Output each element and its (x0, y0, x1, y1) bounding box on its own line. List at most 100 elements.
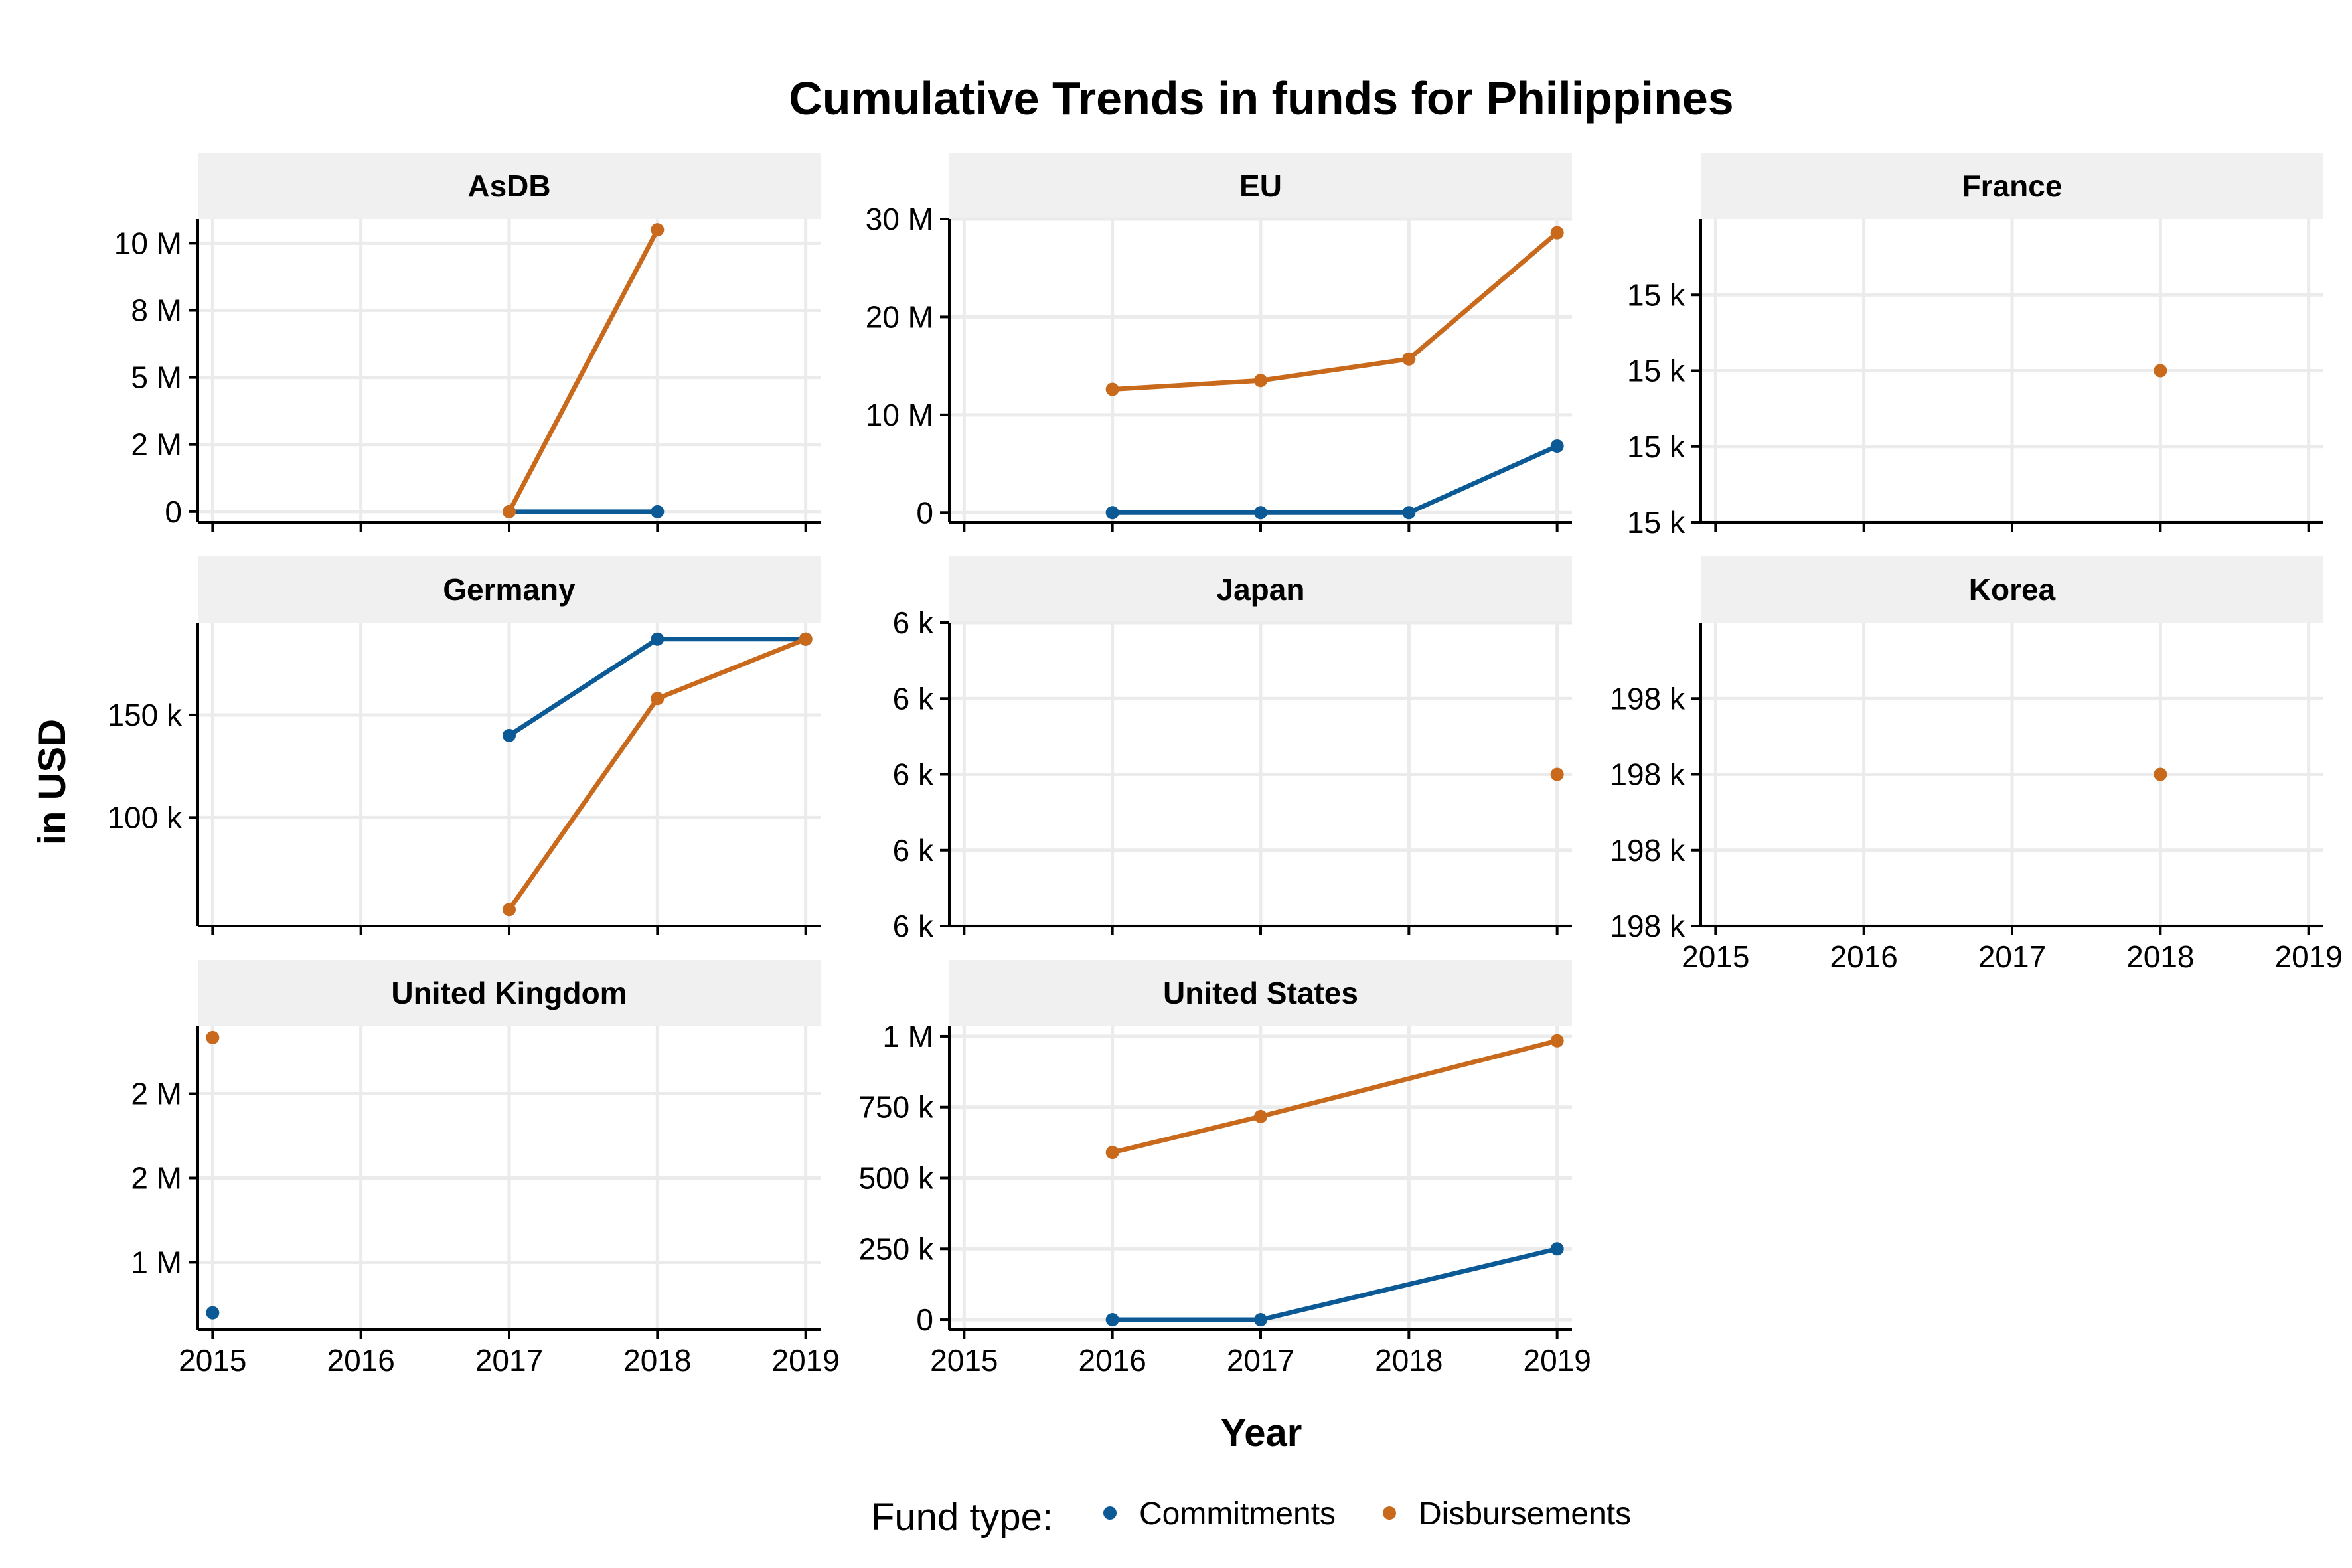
y-tick-label: 100 k (107, 800, 183, 834)
data-point-disbursements (1550, 1034, 1564, 1048)
y-tick-label: 198 k (1610, 833, 1686, 868)
panel-strip (949, 960, 1572, 1026)
panel-title: France (1962, 169, 2063, 203)
y-tick-label: 1 M (882, 1019, 933, 1054)
x-tick-label: 2019 (1523, 1343, 1591, 1377)
y-tick-label: 2 M (131, 1077, 182, 1111)
data-point-disbursements (503, 505, 516, 518)
x-tick-label: 2015 (179, 1343, 246, 1377)
y-tick-label: 2 M (131, 1161, 182, 1196)
panel-france: France 15 k 15 k 15 k 15 k (1627, 153, 2323, 540)
panel-title: United States (1163, 976, 1358, 1010)
x-tick-label: 2017 (475, 1343, 543, 1377)
panel-title: Korea (1969, 572, 2056, 607)
panel-title: AsDB (467, 169, 550, 203)
x-tick-label: 2017 (1978, 939, 2046, 974)
x-tick-label: 2017 (1227, 1343, 1294, 1377)
y-tick-label: 198 k (1610, 681, 1686, 716)
legend-title: Fund type: (871, 1496, 1053, 1539)
data-point-disbursements (1402, 352, 1416, 366)
y-tick-label: 10 M (866, 398, 933, 432)
y-tick-label: 6 k (893, 605, 934, 640)
panel-strip (949, 153, 1572, 219)
data-point-disbursements (1105, 382, 1119, 396)
data-point-commitments (651, 505, 665, 518)
panel-strip (198, 960, 821, 1026)
y-tick-label: 150 k (107, 698, 183, 732)
series-line-disbursements (1112, 230, 1559, 392)
x-tick-label: 2018 (2126, 939, 2194, 974)
y-tick-label: 500 k (858, 1161, 934, 1196)
panel-title: EU (1239, 169, 1282, 203)
panel-strip (198, 153, 821, 219)
panel-eu: EU 0 10 M 20 M 30 M (866, 153, 1572, 532)
data-point-commitments (503, 728, 516, 742)
x-tick-label: 2018 (1375, 1343, 1443, 1377)
panel-asdb: AsDB 0 2 M 5 M 8 M 10 M (114, 153, 821, 532)
y-tick-label: 750 k (858, 1090, 934, 1125)
data-point-commitments (1402, 506, 1416, 520)
data-point-commitments (1254, 1313, 1267, 1327)
y-tick-label: 6 k (893, 681, 934, 716)
data-point-disbursements (2154, 364, 2167, 378)
data-point-disbursements (1105, 1146, 1119, 1160)
x-tick-label: 2019 (2274, 939, 2342, 974)
data-point-disbursements (1550, 767, 1564, 781)
panel-united-states: United States 0 250 k 500 k 750 k 1 M 2015 2016… (858, 960, 1591, 1377)
y-tick-label: 2 M (131, 428, 182, 462)
data-point-disbursements (503, 903, 516, 917)
data-point-commitments (1254, 506, 1267, 520)
data-point-commitments (1105, 1313, 1119, 1327)
series-line-commitments (1112, 1246, 1558, 1322)
data-point-commitments (1550, 1242, 1564, 1256)
y-tick-label: 198 k (1610, 757, 1686, 792)
data-point-commitments (1105, 506, 1119, 520)
x-tick-label: 2018 (623, 1343, 691, 1377)
data-point-commitments (206, 1306, 220, 1320)
y-tick-label: 0 (916, 495, 933, 530)
data-point-disbursements (1254, 1109, 1267, 1123)
x-tick-label: 2019 (771, 1343, 839, 1377)
data-point-disbursements (1254, 374, 1267, 388)
panel-united-kingdom: United Kingdom 1 M 2 M 2 M 2015 2016 2017 2018 2… (131, 960, 840, 1377)
panel-japan: Japan 6 k 6 k 6 k 6 k 6 k (893, 556, 1572, 943)
legend-marker-disbursements (1383, 1506, 1396, 1520)
panel-title: Germany (443, 572, 576, 607)
panel-germany: Germany 100 k 150 k (107, 556, 821, 935)
y-tick-label: 6 k (893, 833, 934, 868)
y-tick-label: 1 M (131, 1245, 182, 1279)
data-point-commitments (1550, 439, 1564, 453)
x-tick-label: 2016 (327, 1343, 394, 1377)
y-tick-label: 10 M (114, 226, 182, 260)
chart-title: Cumulative Trends in funds for Philippin… (789, 72, 1733, 124)
data-point-disbursements (1550, 226, 1564, 240)
data-point-disbursements (651, 692, 665, 706)
series-line-disbursements (1111, 1038, 1558, 1155)
y-tick-label: 15 k (1627, 505, 1686, 540)
panel-title: Japan (1217, 572, 1305, 607)
x-axis-title: Year (1221, 1411, 1302, 1454)
x-tick-label: 2015 (930, 1343, 998, 1377)
y-tick-label: 15 k (1627, 277, 1686, 312)
y-tick-label: 8 M (131, 293, 182, 328)
y-tick-label: 15 k (1627, 354, 1686, 388)
y-tick-label: 198 k (1610, 909, 1686, 943)
y-tick-label: 30 M (866, 202, 933, 236)
y-tick-label: 0 (916, 1302, 933, 1337)
x-tick-label: 2016 (1830, 939, 1897, 974)
y-tick-label: 5 M (131, 360, 182, 395)
panel-grid: AsDB 0 2 M 5 M 8 M 10 M EU 0 10 M 20 M 30 M France 1… (107, 153, 2343, 1377)
data-point-disbursements (651, 223, 665, 237)
series-line-commitments (1112, 443, 1559, 515)
y-tick-label: 6 k (893, 757, 934, 792)
series-line-disbursements (507, 228, 660, 513)
panel-strip (198, 556, 821, 623)
y-tick-label: 15 k (1627, 430, 1686, 464)
data-point-disbursements (206, 1030, 220, 1044)
panel-strip (1701, 556, 2323, 623)
x-tick-label: 2015 (1682, 939, 1749, 974)
legend-marker-commitments (1103, 1506, 1117, 1520)
y-tick-label: 6 k (893, 909, 934, 943)
